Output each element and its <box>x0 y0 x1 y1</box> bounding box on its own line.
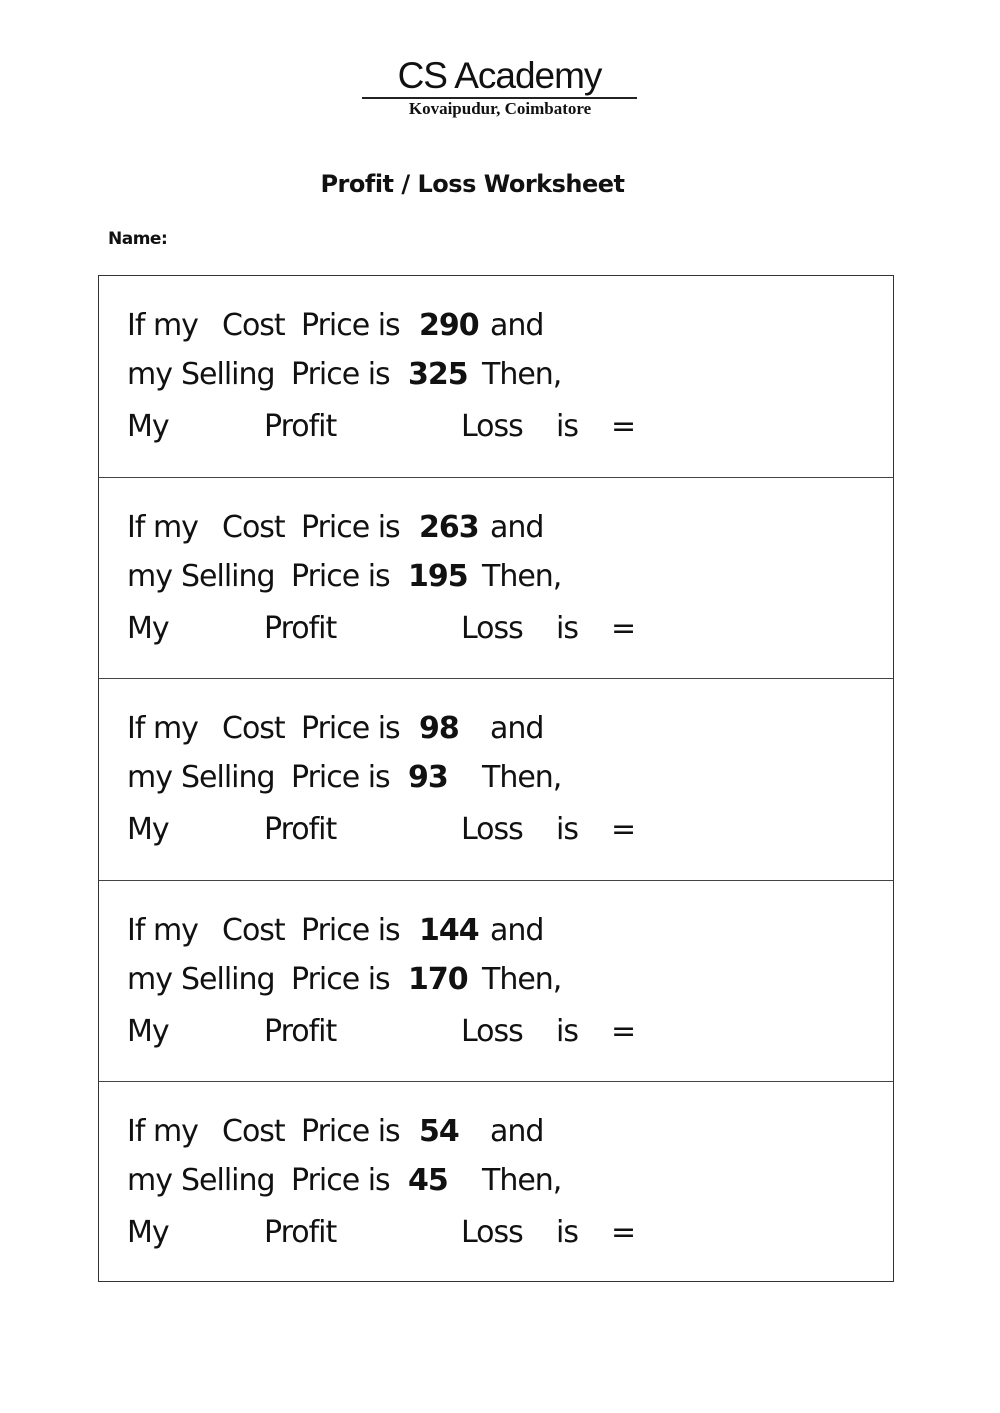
question-row: If my Cost Price is 263 and my Selling P… <box>99 478 893 679</box>
text-cost: Cost <box>222 308 286 343</box>
questions-table: If my Cost Price is 290 and my Selling P… <box>98 275 894 1282</box>
text-and: and <box>490 1114 544 1149</box>
text-price-is: Price is <box>301 1114 401 1149</box>
option-loss[interactable]: Loss <box>461 409 524 444</box>
text-equals: = <box>611 610 636 646</box>
text-is: is <box>556 1215 579 1250</box>
text-then: Then, <box>482 558 562 594</box>
text-my-cap: My <box>127 812 170 847</box>
text-selling: Selling <box>181 961 276 997</box>
text-my: my <box>127 760 173 795</box>
cost-price-value: 54 <box>419 1114 460 1149</box>
text-if-my: If my <box>127 912 199 948</box>
text-price-is: Price is <box>301 509 401 545</box>
selling-price-value: 93 <box>408 760 449 795</box>
text-selling: Selling <box>181 760 276 795</box>
cost-price-value: 98 <box>419 711 460 746</box>
option-profit[interactable]: Profit <box>264 1215 337 1250</box>
text-and: and <box>490 308 544 343</box>
text-my-cap: My <box>127 610 170 646</box>
text-cost: Cost <box>222 912 286 948</box>
text-is: is <box>556 610 579 646</box>
text-my-cap: My <box>127 409 170 444</box>
text-price-is: Price is <box>291 1163 391 1198</box>
text-is: is <box>556 812 579 847</box>
text-then: Then, <box>482 357 562 392</box>
text-equals: = <box>611 812 636 847</box>
text-price-is: Price is <box>291 357 391 392</box>
text-and: and <box>490 912 544 948</box>
text-is: is <box>556 409 579 444</box>
text-if-my: If my <box>127 509 199 545</box>
question-row: If my Cost Price is 290 and my Selling P… <box>99 276 893 478</box>
text-if-my: If my <box>127 308 199 343</box>
text-and: and <box>490 711 544 746</box>
text-selling: Selling <box>181 1163 276 1198</box>
text-my: my <box>127 961 173 997</box>
text-my-cap: My <box>127 1215 170 1250</box>
option-profit[interactable]: Profit <box>264 409 337 444</box>
text-equals: = <box>611 409 636 444</box>
text-if-my: If my <box>127 1114 199 1149</box>
selling-price-value: 195 <box>408 558 469 594</box>
option-profit[interactable]: Profit <box>264 1013 337 1049</box>
question-row: If my Cost Price is 98 and my Selling Pr… <box>99 679 893 881</box>
text-price-is: Price is <box>301 308 401 343</box>
text-price-is: Price is <box>301 711 401 746</box>
text-then: Then, <box>482 1163 562 1198</box>
selling-price-value: 45 <box>408 1163 449 1198</box>
text-then: Then, <box>482 961 562 997</box>
name-label: Name: <box>108 229 168 249</box>
selling-price-value: 325 <box>408 357 469 392</box>
cost-price-value: 290 <box>419 308 480 343</box>
text-price-is: Price is <box>291 760 391 795</box>
text-then: Then, <box>482 760 562 795</box>
text-cost: Cost <box>222 509 286 545</box>
text-price-is: Price is <box>301 912 401 948</box>
text-equals: = <box>611 1013 636 1049</box>
text-equals: = <box>611 1215 636 1250</box>
text-price-is: Price is <box>291 558 391 594</box>
text-cost: Cost <box>222 1114 286 1149</box>
text-selling: Selling <box>181 357 276 392</box>
selling-price-value: 170 <box>408 961 469 997</box>
text-cost: Cost <box>222 711 286 746</box>
option-profit[interactable]: Profit <box>264 812 337 847</box>
text-if-my: If my <box>127 711 199 746</box>
question-row: If my Cost Price is 144 and my Selling P… <box>99 881 893 1082</box>
option-profit[interactable]: Profit <box>264 610 337 646</box>
option-loss[interactable]: Loss <box>461 1013 524 1049</box>
option-loss[interactable]: Loss <box>461 1215 524 1250</box>
page-title: Profit / Loss Worksheet <box>320 170 625 198</box>
brand-location: Kovaipudur, Coimbatore <box>408 99 592 118</box>
cost-price-value: 263 <box>419 509 480 545</box>
text-my: my <box>127 357 173 392</box>
text-selling: Selling <box>181 558 276 594</box>
text-is: is <box>556 1013 579 1049</box>
option-loss[interactable]: Loss <box>461 610 524 646</box>
text-price-is: Price is <box>291 961 391 997</box>
brand-logo: CS Academy <box>362 56 637 99</box>
cost-price-value: 144 <box>419 912 480 948</box>
text-my-cap: My <box>127 1013 170 1049</box>
question-row: If my Cost Price is 54 and my Selling Pr… <box>99 1082 893 1284</box>
text-my: my <box>127 1163 173 1198</box>
text-my: my <box>127 558 173 594</box>
option-loss[interactable]: Loss <box>461 812 524 847</box>
text-and: and <box>490 509 544 545</box>
